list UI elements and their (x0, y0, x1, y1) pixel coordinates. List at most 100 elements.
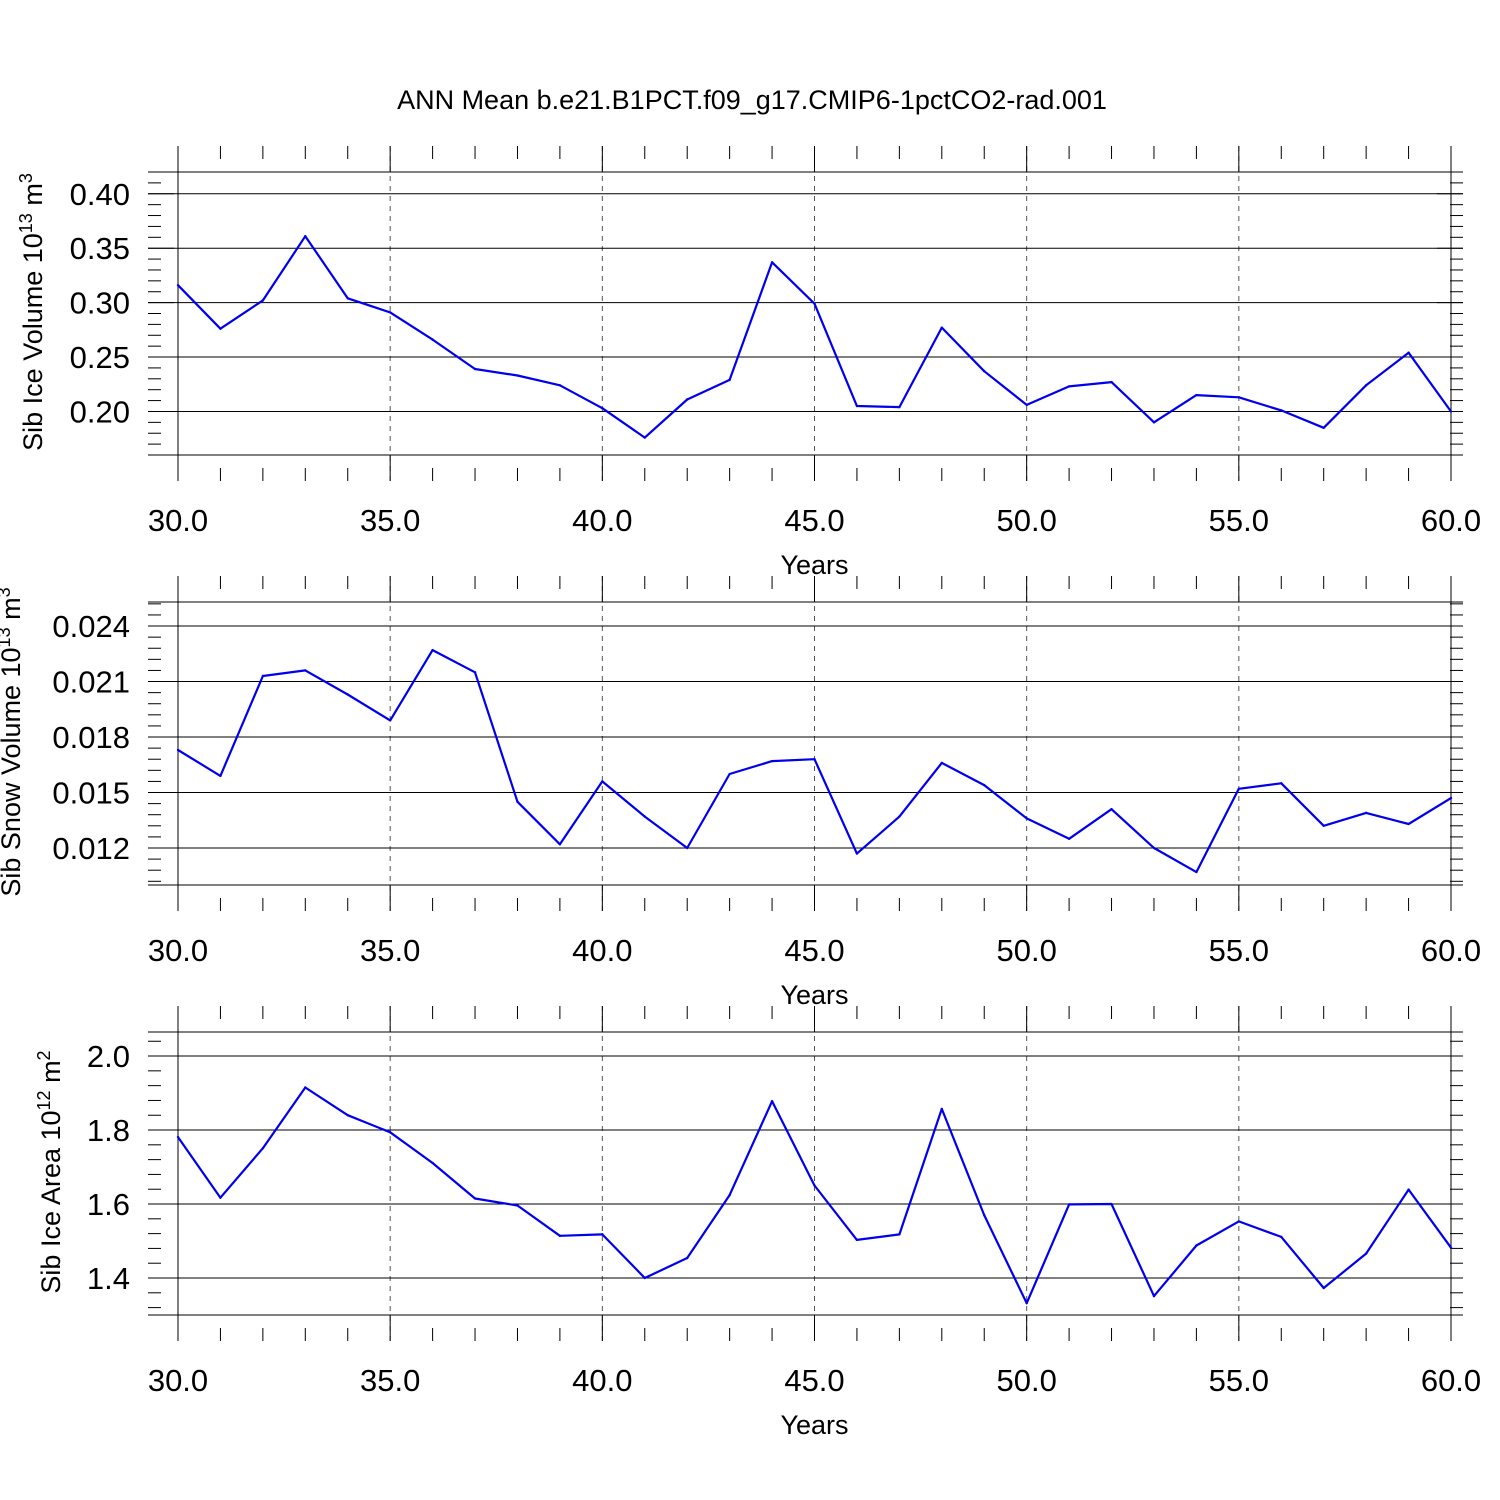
y-tick-label: 0.012 (52, 831, 130, 866)
y-tick-label: 0.25 (70, 340, 130, 375)
data-point (940, 326, 943, 329)
data-point (1280, 782, 1283, 785)
data-point (558, 1234, 562, 1238)
y-axis-label-exponent: 13 (0, 627, 14, 647)
x-tick-label: 50.0 (996, 1363, 1056, 1398)
data-point (770, 1099, 774, 1103)
data-point (1067, 1203, 1071, 1206)
data-point (1364, 1252, 1368, 1255)
y-tick-label: 0.20 (70, 394, 130, 429)
x-tick-label: 45.0 (784, 503, 844, 538)
data-point (219, 1196, 222, 1199)
x-tick-label: 40.0 (572, 1363, 632, 1398)
data-point (176, 1135, 180, 1139)
data-point (813, 758, 816, 761)
y-tick-label: 2.0 (87, 1039, 130, 1074)
data-point (516, 374, 519, 377)
x-tick-label: 35.0 (360, 933, 420, 968)
data-point (304, 235, 307, 238)
x-axis-label: Years (780, 550, 848, 580)
x-tick-labels: 30.0 35.0 40.0 45.0 50.0 55.0 60.0 (148, 503, 1481, 538)
data-point (813, 302, 816, 305)
data-point (728, 772, 731, 776)
y-tick-label: 1.4 (87, 1261, 130, 1296)
x-tick-label: 35.0 (360, 1363, 420, 1398)
data-point (558, 384, 562, 387)
data-point (176, 748, 180, 752)
data-point (516, 800, 519, 803)
data-point (601, 780, 604, 783)
data-point (686, 1256, 689, 1260)
data-point (1407, 1188, 1410, 1191)
y-ticks (148, 171, 1463, 456)
data-point (1195, 870, 1198, 874)
y-tick-labels: 0.012 0.015 0.018 0.021 0.024 (52, 609, 130, 866)
y-axis-label-text: Sib Ice Volume 10 (18, 233, 48, 451)
x-ticks (177, 1006, 1452, 1341)
data-point (601, 406, 604, 410)
y-tick-labels: 0.20 0.25 0.30 0.35 0.40 (70, 177, 130, 430)
x-tick-labels: 30.0 35.0 40.0 45.0 50.0 55.0 60.0 (148, 1363, 1481, 1398)
y-axis-label: Sib Ice Area 1012 m2 (34, 1050, 66, 1293)
x-tick-label: 40.0 (572, 503, 632, 538)
y-axis-label-unit-exponent: 3 (16, 173, 36, 183)
data-point (473, 367, 477, 371)
data-point (261, 1146, 265, 1150)
y-axis-label-unit: m (0, 597, 26, 627)
plot-frame (148, 146, 1463, 481)
data-point (855, 404, 859, 408)
y-tick-label: 0.018 (52, 720, 130, 755)
panel-1: 0.20 0.25 0.30 0.35 0.40 30.0 35.0 40.0 45.0 50.0… (16, 146, 1481, 580)
x-tick-label: 55.0 (1209, 503, 1269, 538)
y-axis-label-unit: m (36, 1060, 66, 1090)
data-point (261, 674, 265, 678)
data-point (601, 1233, 604, 1236)
data-point (1152, 421, 1156, 424)
data-points (176, 648, 1453, 874)
panel-3: 1.4 1.6 1.8 2.0 30.0 35.0 40.0 45.0 50.0 55.0 60.0… (34, 1006, 1481, 1440)
data-point (855, 852, 859, 855)
data-point (1322, 1286, 1325, 1290)
data-point (1237, 1220, 1241, 1223)
x-tick-label: 45.0 (784, 933, 844, 968)
data-point (1322, 426, 1325, 429)
y-tick-label: 1.6 (87, 1187, 130, 1222)
y-axis-label-unit-exponent: 2 (34, 1050, 54, 1060)
x-tick-label: 30.0 (148, 933, 208, 968)
data-point (1449, 796, 1453, 800)
data-point (1067, 385, 1071, 388)
x-axis-label: Years (780, 1410, 848, 1440)
x-tick-label: 60.0 (1421, 1363, 1481, 1398)
data-point (219, 774, 222, 778)
data-point (1025, 403, 1028, 407)
x-tick-label: 50.0 (996, 503, 1056, 538)
data-point (219, 327, 222, 330)
data-point (1025, 1301, 1028, 1305)
data-point (855, 1238, 859, 1242)
data-point (388, 719, 392, 722)
data-points (176, 1086, 1453, 1305)
plot-frame (148, 576, 1463, 911)
x-tick-label: 60.0 (1421, 933, 1481, 968)
data-point (1449, 1246, 1453, 1249)
x-tick-label: 60.0 (1421, 503, 1481, 538)
data-point (643, 436, 646, 439)
x-tick-label: 40.0 (572, 933, 632, 968)
y-tick-label: 0.30 (70, 286, 130, 321)
x-tick-label: 55.0 (1209, 1363, 1269, 1398)
data-point (261, 299, 265, 302)
data-point (1195, 393, 1198, 397)
x-ticks (177, 576, 1452, 911)
y-tick-label: 1.8 (87, 1113, 130, 1148)
data-point (1067, 837, 1071, 840)
x-tick-label: 35.0 (360, 503, 420, 538)
gridlines (389, 146, 1240, 481)
data-point (1280, 1235, 1283, 1239)
data-point (516, 1204, 519, 1207)
data-point (1195, 1244, 1198, 1247)
data-point (643, 1276, 646, 1280)
y-ticks (148, 1040, 1463, 1309)
data-point (558, 843, 562, 846)
data-point (1110, 1202, 1113, 1206)
